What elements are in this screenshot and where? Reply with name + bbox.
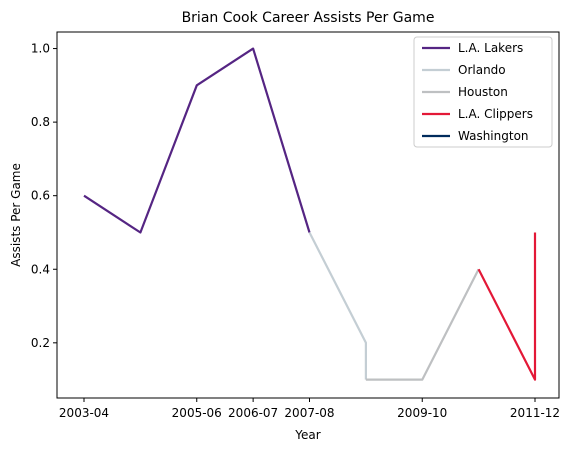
plot-frame — [56, 31, 560, 399]
y-tick-label: 0.6 — [31, 189, 50, 203]
legend-label-3: L.A. Clippers — [458, 107, 533, 121]
y-axis-label: Assists Per Game — [9, 163, 23, 267]
y-tick-label: 0.8 — [31, 115, 50, 129]
x-axis: 2003-04 2005-06 2006-07 2007-08 2009-10 2011-… — [59, 398, 560, 420]
legend-label-0: L.A. Lakers — [458, 41, 523, 55]
series-line-3 — [477, 232, 537, 381]
legend: L.A. Lakers Orlando Houston L.A. Clippers Wa… — [413, 36, 553, 148]
series-line-0 — [83, 47, 311, 234]
x-tick-label: 2003-04 — [59, 406, 109, 420]
legend-box — [413, 36, 553, 148]
series-lines — [83, 47, 537, 381]
y-tick-label: 1.0 — [31, 42, 50, 56]
x-tick-label: 2005-06 — [172, 406, 222, 420]
x-tick-label: 2007-08 — [284, 406, 334, 420]
series-line-1 — [308, 231, 367, 380]
y-tick-label: 0.2 — [31, 336, 50, 350]
y-axis: 0.2 0.4 0.6 0.8 1.0 — [31, 42, 57, 350]
x-tick-label: 2006-07 — [228, 406, 278, 420]
x-tick-label: 2011-12 — [510, 406, 560, 420]
legend-label-4: Washington — [458, 129, 529, 143]
chart-title: Brian Cook Career Assists Per Game — [182, 10, 435, 26]
x-axis-label: Year — [294, 428, 320, 442]
x-tick-label: 2009-10 — [397, 406, 447, 420]
y-tick-label: 0.4 — [31, 262, 50, 276]
legend-label-1: Orlando — [458, 63, 506, 77]
legend-label-2: Houston — [458, 85, 508, 99]
series-line-2 — [365, 268, 480, 381]
